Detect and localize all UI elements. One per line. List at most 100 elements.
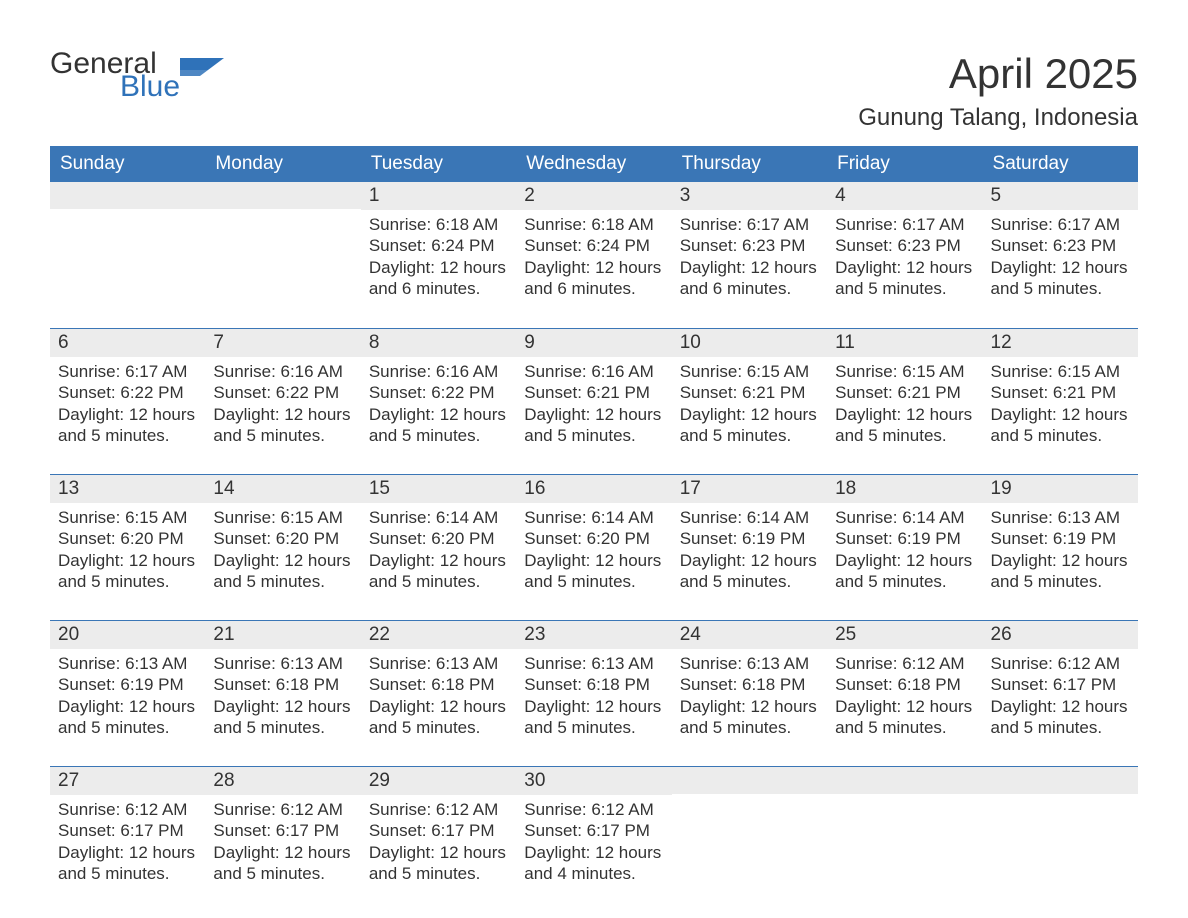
- sunset-text: Sunset: 6:22 PM: [213, 382, 352, 403]
- day-cell: [827, 767, 982, 912]
- sunset-text: Sunset: 6:23 PM: [991, 235, 1130, 256]
- day-number: 9: [516, 329, 671, 357]
- sunset-text: Sunset: 6:20 PM: [58, 528, 197, 549]
- day-body: Sunrise: 6:12 AMSunset: 6:17 PMDaylight:…: [361, 795, 516, 892]
- sunrise-text: Sunrise: 6:18 AM: [369, 214, 508, 235]
- day-cell: [205, 182, 360, 328]
- location-subtitle: Gunung Talang, Indonesia: [858, 104, 1138, 132]
- logo: General Blue: [50, 50, 224, 100]
- daylight-text: Daylight: 12 hours and 5 minutes.: [369, 550, 508, 593]
- sunset-text: Sunset: 6:17 PM: [991, 674, 1130, 695]
- sunset-text: Sunset: 6:17 PM: [524, 820, 663, 841]
- header-row: General Blue April 2025 Gunung Talang, I…: [50, 50, 1138, 132]
- daylight-text: Daylight: 12 hours and 5 minutes.: [835, 550, 974, 593]
- day-body: Sunrise: 6:16 AMSunset: 6:21 PMDaylight:…: [516, 357, 671, 454]
- day-body: Sunrise: 6:14 AMSunset: 6:20 PMDaylight:…: [516, 503, 671, 600]
- week-row: 13Sunrise: 6:15 AMSunset: 6:20 PMDayligh…: [50, 474, 1138, 620]
- week-row: 27Sunrise: 6:12 AMSunset: 6:17 PMDayligh…: [50, 766, 1138, 912]
- day-number: 7: [205, 329, 360, 357]
- sunset-text: Sunset: 6:21 PM: [680, 382, 819, 403]
- sunset-text: Sunset: 6:23 PM: [835, 235, 974, 256]
- daylight-text: Daylight: 12 hours and 5 minutes.: [213, 842, 352, 885]
- weekday-header-row: Sunday Monday Tuesday Wednesday Thursday…: [50, 146, 1138, 182]
- sunset-text: Sunset: 6:18 PM: [835, 674, 974, 695]
- week-row: 20Sunrise: 6:13 AMSunset: 6:19 PMDayligh…: [50, 620, 1138, 766]
- day-body: Sunrise: 6:14 AMSunset: 6:19 PMDaylight:…: [827, 503, 982, 600]
- sunrise-text: Sunrise: 6:15 AM: [835, 361, 974, 382]
- day-number: 3: [672, 182, 827, 210]
- sunrise-text: Sunrise: 6:12 AM: [369, 799, 508, 820]
- sunset-text: Sunset: 6:21 PM: [835, 382, 974, 403]
- day-cell: 28 Sunrise: 6:12 AMSunset: 6:17 PMDayligh…: [205, 767, 360, 912]
- weekday-header: Thursday: [672, 146, 827, 182]
- daylight-text: Daylight: 12 hours and 6 minutes.: [680, 257, 819, 300]
- day-body: Sunrise: 6:15 AMSunset: 6:21 PMDaylight:…: [983, 357, 1138, 454]
- daylight-text: Daylight: 12 hours and 5 minutes.: [835, 257, 974, 300]
- day-cell: 16Sunrise: 6:14 AMSunset: 6:20 PMDayligh…: [516, 475, 671, 620]
- daylight-text: Daylight: 12 hours and 5 minutes.: [524, 404, 663, 447]
- sunset-text: Sunset: 6:18 PM: [213, 674, 352, 695]
- day-number: 11: [827, 329, 982, 357]
- daylight-text: Daylight: 12 hours and 5 minutes.: [58, 404, 197, 447]
- month-title: April 2025: [858, 50, 1138, 98]
- day-number: 16: [516, 475, 671, 503]
- daylight-text: Daylight: 12 hours and 5 minutes.: [835, 696, 974, 739]
- sunset-text: Sunset: 6:20 PM: [369, 528, 508, 549]
- day-body: Sunrise: 6:13 AMSunset: 6:18 PMDaylight:…: [205, 649, 360, 746]
- daylight-text: Daylight: 12 hours and 5 minutes.: [58, 842, 197, 885]
- day-cell: 2Sunrise: 6:18 AMSunset: 6:24 PMDaylight…: [516, 182, 671, 328]
- sunrise-text: Sunrise: 6:12 AM: [524, 799, 663, 820]
- sunset-text: Sunset: 6:17 PM: [213, 820, 352, 841]
- sunrise-text: Sunrise: 6:14 AM: [524, 507, 663, 528]
- daylight-text: Daylight: 12 hours and 5 minutes.: [369, 696, 508, 739]
- sunrise-text: Sunrise: 6:13 AM: [991, 507, 1130, 528]
- sunrise-text: Sunrise: 6:12 AM: [213, 799, 352, 820]
- sunrise-text: Sunrise: 6:13 AM: [369, 653, 508, 674]
- daylight-text: Daylight: 12 hours and 6 minutes.: [524, 257, 663, 300]
- day-cell: 3Sunrise: 6:17 AMSunset: 6:23 PMDaylight…: [672, 182, 827, 328]
- sunset-text: Sunset: 6:18 PM: [680, 674, 819, 695]
- day-cell: 1Sunrise: 6:18 AMSunset: 6:24 PMDaylight…: [361, 182, 516, 328]
- sunset-text: Sunset: 6:18 PM: [369, 674, 508, 695]
- day-cell: 24Sunrise: 6:13 AMSunset: 6:18 PMDayligh…: [672, 621, 827, 766]
- sunset-text: Sunset: 6:19 PM: [991, 528, 1130, 549]
- day-cell: 5Sunrise: 6:17 AMSunset: 6:23 PMDaylight…: [983, 182, 1138, 328]
- daylight-text: Daylight: 12 hours and 5 minutes.: [213, 550, 352, 593]
- logo-text-bottom: Blue: [120, 73, 180, 100]
- day-body: Sunrise: 6:15 AMSunset: 6:21 PMDaylight:…: [827, 357, 982, 454]
- day-body: Sunrise: 6:13 AMSunset: 6:18 PMDaylight:…: [672, 649, 827, 746]
- sunset-text: Sunset: 6:20 PM: [524, 528, 663, 549]
- sunset-text: Sunset: 6:19 PM: [58, 674, 197, 695]
- daylight-text: Daylight: 12 hours and 5 minutes.: [213, 404, 352, 447]
- day-cell: 18Sunrise: 6:14 AMSunset: 6:19 PMDayligh…: [827, 475, 982, 620]
- day-body: Sunrise: 6:16 AMSunset: 6:22 PMDaylight:…: [361, 357, 516, 454]
- weekday-header: Friday: [827, 146, 982, 182]
- sunrise-text: Sunrise: 6:15 AM: [680, 361, 819, 382]
- daylight-text: Daylight: 12 hours and 5 minutes.: [58, 550, 197, 593]
- sunset-text: Sunset: 6:24 PM: [524, 235, 663, 256]
- day-number: 19: [983, 475, 1138, 503]
- calendar-page: General Blue April 2025 Gunung Talang, I…: [0, 0, 1188, 912]
- day-body: Sunrise: 6:14 AMSunset: 6:19 PMDaylight:…: [672, 503, 827, 600]
- day-body: Sunrise: 6:17 AMSunset: 6:23 PMDaylight:…: [672, 210, 827, 307]
- sunset-text: Sunset: 6:22 PM: [369, 382, 508, 403]
- day-number: 21: [205, 621, 360, 649]
- day-cell: 8Sunrise: 6:16 AMSunset: 6:22 PMDaylight…: [361, 329, 516, 474]
- sunset-text: Sunset: 6:19 PM: [835, 528, 974, 549]
- sunset-text: Sunset: 6:17 PM: [58, 820, 197, 841]
- day-cell: 27Sunrise: 6:12 AMSunset: 6:17 PMDayligh…: [50, 767, 205, 912]
- day-number: 5: [983, 182, 1138, 210]
- daylight-text: Daylight: 12 hours and 5 minutes.: [991, 404, 1130, 447]
- sunrise-text: Sunrise: 6:13 AM: [213, 653, 352, 674]
- day-cell: 4Sunrise: 6:17 AMSunset: 6:23 PMDaylight…: [827, 182, 982, 328]
- day-body: Sunrise: 6:12 AMSunset: 6:17 PMDaylight:…: [50, 795, 205, 892]
- day-body: Sunrise: 6:13 AMSunset: 6:18 PMDaylight:…: [516, 649, 671, 746]
- day-number: 24: [672, 621, 827, 649]
- day-body: Sunrise: 6:17 AMSunset: 6:22 PMDaylight:…: [50, 357, 205, 454]
- sunset-text: Sunset: 6:17 PM: [369, 820, 508, 841]
- day-cell: 20Sunrise: 6:13 AMSunset: 6:19 PMDayligh…: [50, 621, 205, 766]
- day-number: [205, 182, 360, 209]
- day-number: 28: [205, 767, 360, 795]
- daylight-text: Daylight: 12 hours and 5 minutes.: [991, 257, 1130, 300]
- daylight-text: Daylight: 12 hours and 5 minutes.: [680, 696, 819, 739]
